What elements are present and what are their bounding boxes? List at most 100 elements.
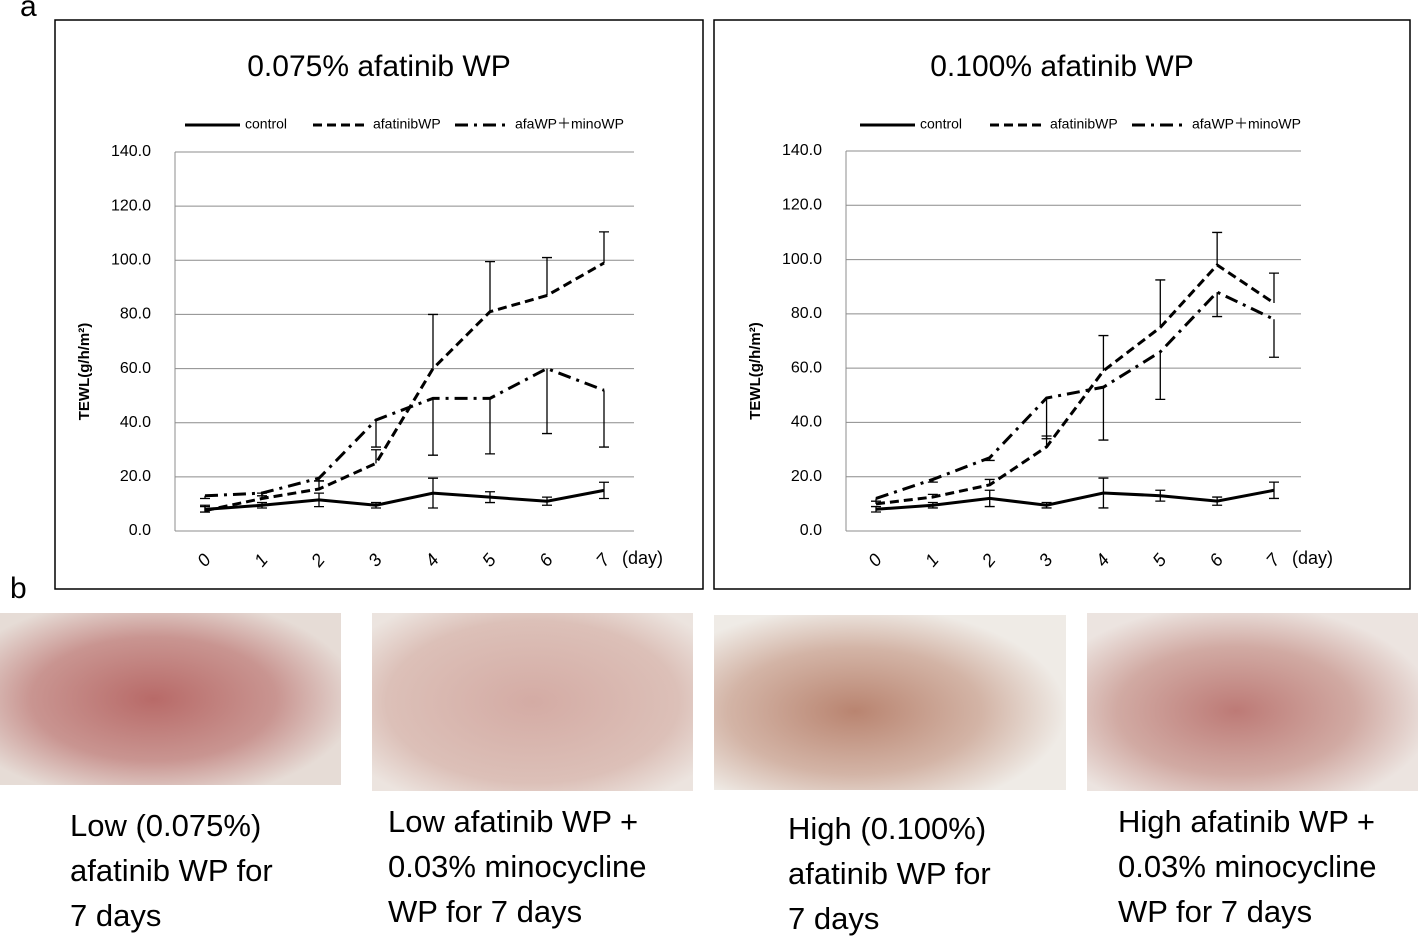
error-bar — [1269, 272, 1279, 303]
error-bar — [1212, 496, 1223, 506]
y-tick-label: 20.0 — [120, 468, 151, 485]
error-bar — [1155, 279, 1166, 328]
error-bar — [542, 256, 552, 296]
error-bar — [1212, 231, 1223, 265]
error-bar — [984, 478, 995, 485]
legend-label: afatinibWP — [1050, 116, 1118, 132]
photo — [372, 613, 693, 791]
error-bar — [984, 489, 995, 508]
error-bar — [371, 420, 381, 448]
y-tick-label: 80.0 — [791, 305, 822, 322]
error-bar — [1041, 501, 1052, 509]
error-bar — [257, 501, 267, 509]
y-tick-label: 0.0 — [800, 522, 822, 539]
error-bar — [371, 501, 381, 509]
error-bar — [1041, 398, 1052, 440]
x-tick-label: 4 — [421, 550, 443, 571]
legend-label: control — [245, 116, 287, 132]
y-axis-label: TEWL(g/h/m²) — [747, 322, 764, 419]
y-tick-label: 60.0 — [791, 359, 822, 376]
error-bar — [1155, 351, 1166, 401]
error-bar — [371, 449, 381, 464]
photo — [0, 613, 341, 785]
data-line — [204, 261, 605, 513]
error-bar — [599, 390, 609, 448]
error-bar — [1098, 387, 1109, 441]
photo — [714, 615, 1066, 790]
x-tick-label: 1 — [250, 550, 272, 571]
x-tick-label: 5 — [478, 549, 500, 570]
x-axis-label: (day) — [1292, 548, 1333, 568]
error-bar — [927, 501, 938, 509]
photo-caption: 7 days — [788, 901, 879, 936]
photo-caption: WP for 7 days — [388, 894, 582, 929]
error-bar — [1212, 292, 1223, 318]
chart-title: 0.100% afatinib WP — [930, 50, 1193, 83]
data-line — [875, 263, 1275, 506]
x-tick-label: 6 — [1205, 549, 1227, 570]
y-tick-label: 20.0 — [791, 468, 822, 485]
error-bar — [485, 260, 495, 312]
error-bar — [200, 504, 210, 511]
y-axis-label: TEWL(g/h/m²) — [76, 323, 93, 420]
photo-caption: Low (0.075%) — [70, 808, 261, 843]
error-bar — [1269, 481, 1279, 500]
x-tick-label: 7 — [1262, 549, 1284, 570]
error-bar — [984, 457, 995, 462]
x-tick-label: 0 — [864, 550, 886, 571]
photo-caption: WP for 7 days — [1118, 894, 1312, 929]
photo-caption: afatinib WP for — [788, 856, 991, 891]
chart-frame — [713, 19, 1411, 590]
error-bar — [1098, 477, 1109, 509]
error-bar — [1269, 319, 1279, 358]
y-tick-label: 140.0 — [782, 142, 822, 159]
photo-caption: 0.03% minocycline — [1118, 849, 1376, 884]
error-bar — [428, 313, 438, 369]
x-tick-label: 3 — [364, 550, 386, 571]
error-bar — [599, 231, 609, 263]
x-tick-label: 0 — [193, 550, 215, 571]
error-bar — [927, 493, 938, 498]
photo-caption: 0.03% minocycline — [388, 849, 646, 884]
legend-label: afaWP＋minoWP — [1192, 116, 1301, 132]
y-tick-label: 40.0 — [791, 414, 822, 431]
y-tick-label: 100.0 — [111, 252, 151, 269]
error-bar — [314, 478, 324, 482]
error-bar — [1098, 334, 1109, 371]
x-axis-label: (day) — [622, 548, 663, 568]
y-tick-label: 140.0 — [111, 143, 151, 160]
error-bar — [428, 398, 438, 456]
legend-label: control — [920, 116, 962, 132]
photo-caption: High afatinib WP + — [1118, 804, 1375, 839]
error-bar — [485, 398, 495, 455]
error-bar — [1155, 489, 1166, 502]
x-tick-label: 1 — [921, 550, 943, 571]
photo — [1087, 613, 1418, 791]
error-bar — [314, 492, 324, 508]
y-tick-label: 100.0 — [782, 251, 822, 268]
y-tick-label: 80.0 — [120, 306, 151, 323]
error-bar — [871, 498, 881, 502]
error-bar — [599, 481, 609, 500]
photo-caption: 7 days — [70, 898, 161, 933]
error-bar — [257, 493, 267, 497]
panel-label: b — [10, 572, 27, 605]
photo-caption: afatinib WP for — [70, 853, 273, 888]
legend-label: afatinibWP — [373, 116, 441, 132]
error-bar — [871, 505, 881, 513]
photo-caption: High (0.100%) — [788, 811, 986, 846]
x-tick-label: 5 — [1148, 549, 1170, 570]
error-bar — [200, 495, 210, 500]
data-line — [875, 488, 1275, 511]
x-tick-label: 7 — [592, 549, 614, 570]
data-line — [204, 366, 605, 498]
chart-frame — [54, 19, 704, 590]
y-tick-label: 40.0 — [120, 414, 151, 431]
error-bar — [927, 479, 938, 483]
x-tick-label: 2 — [307, 550, 329, 571]
x-tick-label: 4 — [1092, 550, 1114, 571]
photo-caption: Low afatinib WP + — [388, 804, 638, 839]
x-tick-label: 2 — [977, 550, 999, 571]
error-bar — [542, 368, 552, 435]
